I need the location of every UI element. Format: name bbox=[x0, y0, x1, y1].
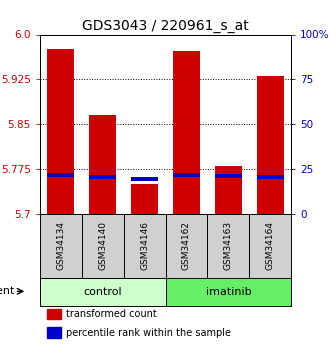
Title: GDS3043 / 220961_s_at: GDS3043 / 220961_s_at bbox=[82, 19, 249, 33]
Bar bbox=[47, 173, 74, 177]
Bar bbox=[173, 51, 200, 214]
Bar bbox=[257, 175, 284, 179]
Text: GSM34140: GSM34140 bbox=[98, 221, 107, 270]
Bar bbox=[249, 214, 291, 278]
Bar bbox=[173, 173, 200, 177]
Bar bbox=[89, 115, 116, 214]
Bar bbox=[47, 49, 74, 214]
Bar bbox=[40, 278, 166, 306]
Text: GSM34134: GSM34134 bbox=[56, 221, 65, 270]
Text: GSM34146: GSM34146 bbox=[140, 221, 149, 270]
Bar bbox=[166, 214, 208, 278]
Bar bbox=[82, 214, 123, 278]
Text: agent: agent bbox=[0, 286, 15, 296]
Bar bbox=[47, 327, 61, 338]
Text: control: control bbox=[83, 287, 122, 297]
Text: GSM34163: GSM34163 bbox=[224, 221, 233, 270]
Bar bbox=[131, 177, 158, 181]
Text: GSM34162: GSM34162 bbox=[182, 221, 191, 270]
Text: transformed count: transformed count bbox=[66, 309, 157, 319]
Bar bbox=[166, 278, 291, 306]
Bar bbox=[40, 214, 82, 278]
Bar bbox=[89, 175, 116, 179]
Text: GSM34164: GSM34164 bbox=[266, 221, 275, 270]
Bar bbox=[215, 166, 242, 214]
Bar bbox=[208, 214, 249, 278]
Bar bbox=[47, 308, 61, 319]
Bar bbox=[215, 175, 242, 178]
Text: percentile rank within the sample: percentile rank within the sample bbox=[66, 328, 231, 337]
Bar bbox=[257, 76, 284, 214]
Bar bbox=[131, 184, 158, 214]
Bar bbox=[123, 214, 166, 278]
Text: imatinib: imatinib bbox=[206, 287, 251, 297]
